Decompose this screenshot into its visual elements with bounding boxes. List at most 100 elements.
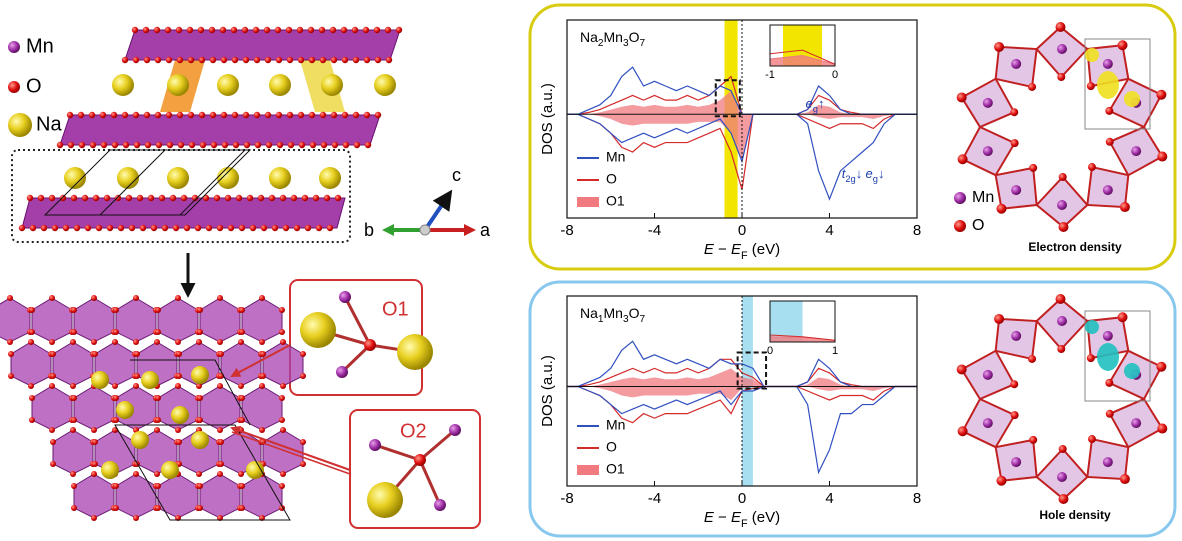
atom <box>220 56 228 64</box>
atom <box>187 56 195 64</box>
atom <box>1055 22 1066 33</box>
atom <box>280 471 286 477</box>
atom <box>242 56 250 64</box>
annotation-part: ↓ <box>856 166 863 181</box>
panel-frame <box>528 280 1177 538</box>
x-tick-label: 4 <box>825 490 833 507</box>
atom <box>265 141 273 149</box>
atom <box>352 111 360 119</box>
atom <box>29 224 37 232</box>
atom <box>1087 435 1096 444</box>
atom <box>147 194 155 202</box>
atom <box>59 194 67 202</box>
atom <box>1057 199 1067 210</box>
mno-slab <box>21 197 346 229</box>
pointer <box>230 344 291 377</box>
x-axis-label: E − EF (eV) <box>704 241 780 262</box>
atom <box>218 461 224 467</box>
atom <box>121 56 129 64</box>
atom <box>175 339 181 345</box>
atom <box>1057 345 1066 354</box>
atom <box>197 483 203 489</box>
arrowhead <box>382 224 394 236</box>
atom <box>88 111 96 119</box>
atom <box>89 141 97 149</box>
atom <box>71 329 77 335</box>
atom <box>112 339 118 345</box>
atom <box>176 56 184 64</box>
atom <box>367 482 403 518</box>
atom <box>110 111 118 119</box>
legend-swatch <box>577 465 599 475</box>
atom <box>362 26 370 34</box>
atom <box>279 483 285 489</box>
atom <box>198 111 206 119</box>
atom <box>143 111 151 119</box>
atom <box>319 56 327 64</box>
x-axis-label-part: − <box>714 509 731 526</box>
atom <box>117 167 139 189</box>
annotation-part: ↓ <box>878 166 885 181</box>
atom <box>1010 380 1019 389</box>
x-axis-label-part: F <box>741 250 748 262</box>
octahedron <box>157 297 199 343</box>
atom <box>1010 108 1019 117</box>
legend-label: Mn <box>972 189 994 206</box>
annotation-part: t <box>842 166 847 181</box>
atom <box>128 224 136 232</box>
atom <box>301 194 309 202</box>
inset-tick-label: 1 <box>832 345 838 357</box>
atom <box>260 373 266 379</box>
atom <box>111 141 119 149</box>
atom <box>154 56 162 64</box>
atom <box>71 505 77 511</box>
chart-title-part: Mn <box>604 305 623 321</box>
atom <box>155 395 161 401</box>
atom <box>363 111 371 119</box>
atom <box>197 395 203 401</box>
atom <box>112 74 134 96</box>
atom <box>1105 378 1114 387</box>
chart-title-part: O <box>629 29 640 45</box>
atom <box>282 224 290 232</box>
atom <box>49 339 55 345</box>
atom <box>1086 82 1095 91</box>
atom <box>957 154 968 165</box>
atom <box>996 203 1007 214</box>
atom <box>37 194 45 202</box>
x-tick-label: -4 <box>648 490 661 507</box>
cell-outline <box>1084 38 1151 130</box>
atom <box>221 141 229 149</box>
atom <box>29 395 35 401</box>
atom <box>231 56 239 64</box>
bond <box>418 459 442 506</box>
mno-slab <box>124 29 401 61</box>
atom <box>67 141 75 149</box>
atom <box>238 224 246 232</box>
x-axis-label-part: E <box>704 241 715 258</box>
axis-label: a <box>480 220 491 240</box>
annotation-part: g <box>813 104 818 114</box>
atom <box>91 339 97 345</box>
atom <box>397 334 433 370</box>
atom <box>241 26 249 34</box>
atom <box>91 471 97 477</box>
atom <box>1102 457 1113 468</box>
atom <box>136 194 144 202</box>
atom <box>351 26 359 34</box>
legend-label: O <box>606 171 617 187</box>
atom <box>1057 73 1066 82</box>
chart-title-part: 7 <box>639 314 645 325</box>
atom <box>246 194 254 202</box>
atom <box>1028 82 1037 91</box>
density-caption: Hole density <box>1039 508 1111 522</box>
atom <box>353 141 361 149</box>
atom <box>224 194 232 202</box>
density-lobe <box>1124 91 1140 107</box>
atom <box>113 505 119 511</box>
legend-label: O1 <box>606 193 625 209</box>
atom <box>121 111 129 119</box>
atom <box>208 26 216 34</box>
atom <box>165 56 173 64</box>
